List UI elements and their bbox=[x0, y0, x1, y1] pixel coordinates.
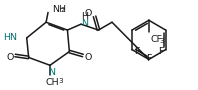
Text: HN: HN bbox=[3, 33, 17, 42]
Text: CH: CH bbox=[45, 78, 59, 87]
Text: CF: CF bbox=[151, 35, 163, 44]
Text: F: F bbox=[158, 47, 163, 56]
Text: 3: 3 bbox=[58, 78, 63, 84]
Text: 3: 3 bbox=[160, 38, 164, 44]
Text: F: F bbox=[134, 47, 140, 56]
Text: NH: NH bbox=[52, 5, 66, 14]
Text: O: O bbox=[7, 53, 14, 62]
Text: N: N bbox=[81, 19, 88, 28]
Text: 2: 2 bbox=[60, 6, 65, 13]
Text: N: N bbox=[49, 68, 55, 77]
Text: F: F bbox=[146, 54, 151, 63]
Text: O: O bbox=[84, 53, 91, 62]
Text: O: O bbox=[84, 9, 91, 18]
Text: H: H bbox=[81, 12, 88, 21]
